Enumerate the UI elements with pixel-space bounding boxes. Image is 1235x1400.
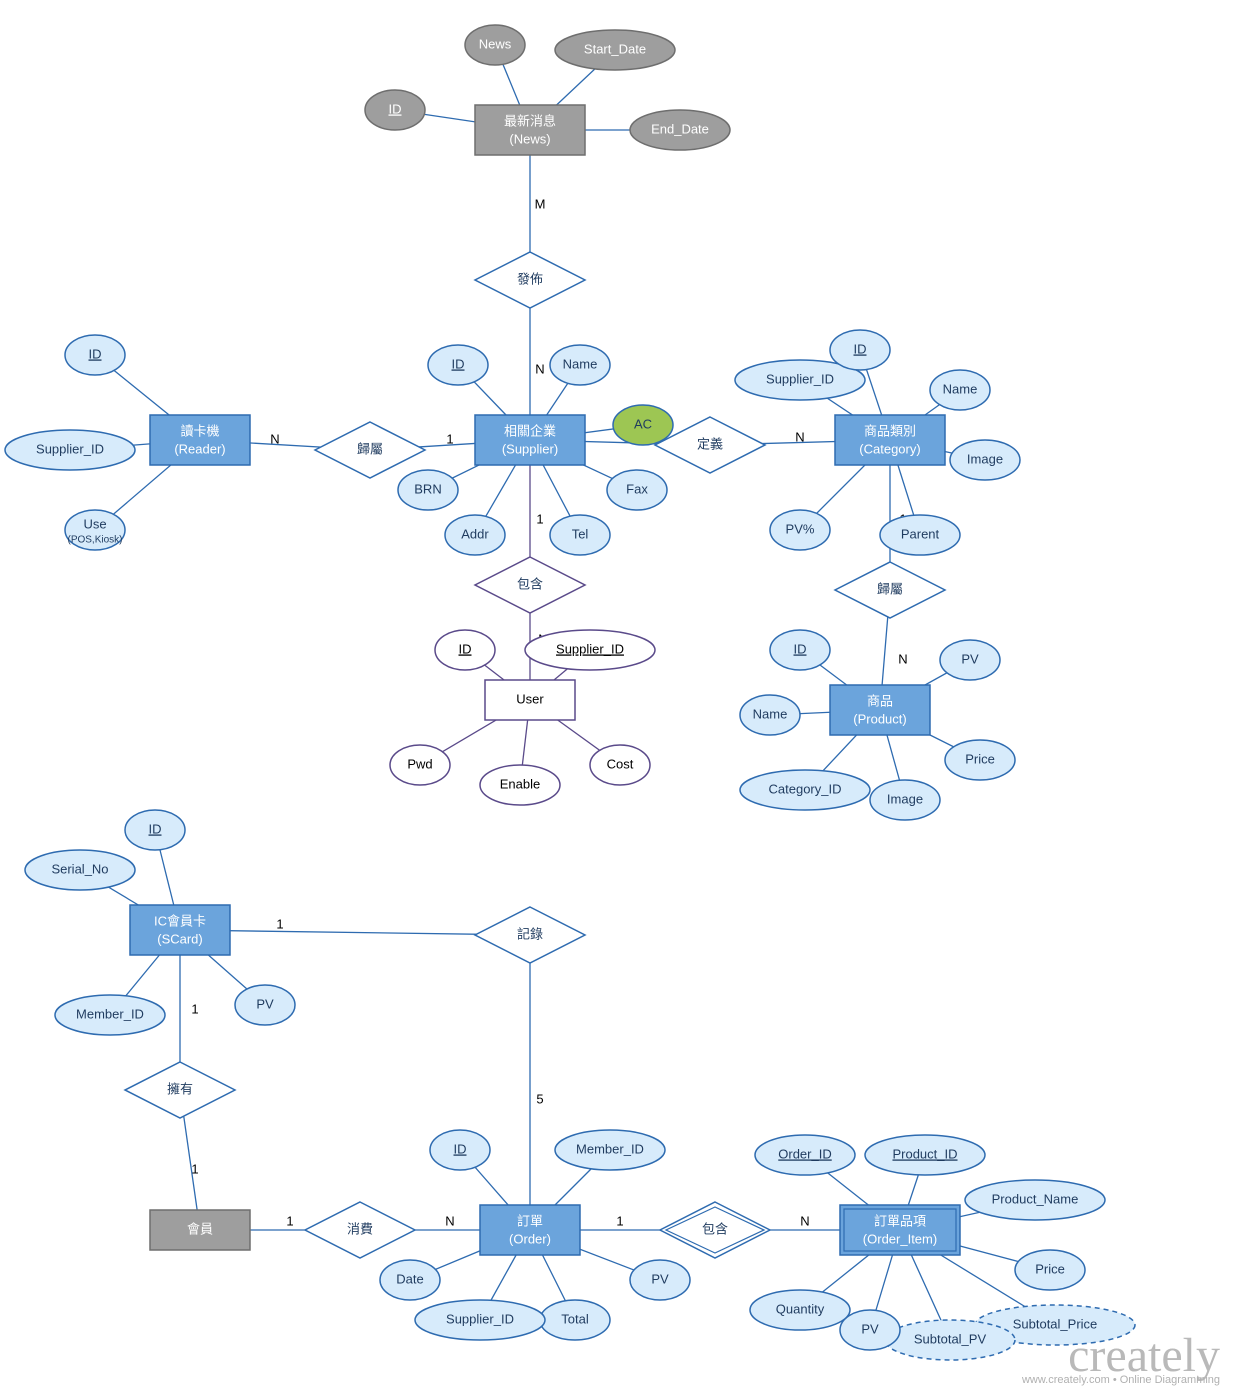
svg-text:會員: 會員 bbox=[187, 1221, 213, 1236]
svg-text:1: 1 bbox=[286, 1213, 293, 1228]
svg-text:1: 1 bbox=[191, 1001, 198, 1016]
svg-text:Supplier_ID: Supplier_ID bbox=[36, 441, 104, 456]
svg-text:Total: Total bbox=[561, 1311, 589, 1326]
svg-text:Addr: Addr bbox=[461, 526, 489, 541]
svg-text:Parent: Parent bbox=[901, 526, 940, 541]
svg-text:(POS,Kiosk): (POS,Kiosk) bbox=[67, 535, 122, 546]
svg-text:擁有: 擁有 bbox=[167, 1081, 193, 1096]
svg-text:記錄: 記錄 bbox=[517, 926, 543, 941]
svg-text:訂單: 訂單 bbox=[517, 1213, 543, 1228]
svg-text:PV: PV bbox=[961, 651, 979, 666]
svg-text:BRN: BRN bbox=[414, 481, 441, 496]
svg-text:N: N bbox=[535, 361, 544, 376]
svg-text:讀卡機: 讀卡機 bbox=[180, 423, 219, 438]
svg-text:Image: Image bbox=[967, 451, 1003, 466]
svg-text:N: N bbox=[800, 1213, 809, 1228]
svg-text:1: 1 bbox=[536, 511, 543, 526]
er-diagram: MNN11N1N1N15111N1N發佈歸屬定義包含歸屬記錄擁有消費包含News… bbox=[0, 0, 1235, 1400]
svg-text:Cost: Cost bbox=[607, 756, 634, 771]
svg-text:ID: ID bbox=[452, 356, 465, 371]
svg-text:Product_Name: Product_Name bbox=[992, 1191, 1079, 1206]
svg-text:1: 1 bbox=[276, 916, 283, 931]
svg-text:PV%: PV% bbox=[786, 521, 815, 536]
svg-text:Subtotal_PV: Subtotal_PV bbox=[914, 1331, 987, 1346]
svg-text:PV: PV bbox=[256, 996, 274, 1011]
svg-text:User: User bbox=[516, 691, 544, 706]
svg-text:Supplier_ID: Supplier_ID bbox=[556, 641, 624, 656]
svg-text:(Category): (Category) bbox=[859, 441, 920, 456]
svg-text:歸屬: 歸屬 bbox=[877, 581, 903, 596]
svg-text:1: 1 bbox=[191, 1161, 198, 1176]
svg-text:ID: ID bbox=[794, 641, 807, 656]
svg-text:Date: Date bbox=[396, 1271, 423, 1286]
svg-text:Image: Image bbox=[887, 791, 923, 806]
svg-text:歸屬: 歸屬 bbox=[357, 441, 383, 456]
svg-text:N: N bbox=[898, 651, 907, 666]
svg-text:(SCard): (SCard) bbox=[157, 931, 203, 946]
svg-text:ID: ID bbox=[854, 341, 867, 356]
svg-text:(Product): (Product) bbox=[853, 711, 906, 726]
svg-text:Serial_No: Serial_No bbox=[51, 861, 108, 876]
svg-text:AC: AC bbox=[634, 416, 652, 431]
relationships-layer bbox=[125, 252, 945, 1258]
svg-text:ID: ID bbox=[454, 1141, 467, 1156]
svg-text:商品類別: 商品類別 bbox=[864, 423, 916, 438]
svg-text:www.creately.com • Online Diag: www.creately.com • Online Diagramming bbox=[1021, 1374, 1220, 1386]
svg-text:Supplier_ID: Supplier_ID bbox=[766, 371, 834, 386]
svg-text:1: 1 bbox=[616, 1213, 623, 1228]
svg-text:PV: PV bbox=[861, 1321, 879, 1336]
svg-text:Price: Price bbox=[965, 751, 995, 766]
svg-text:News: News bbox=[479, 36, 512, 51]
svg-text:IC會員卡: IC會員卡 bbox=[154, 913, 206, 928]
svg-text:商品: 商品 bbox=[867, 693, 893, 708]
svg-text:5: 5 bbox=[536, 1091, 543, 1106]
svg-text:N: N bbox=[795, 429, 804, 444]
svg-text:ID: ID bbox=[389, 101, 402, 116]
svg-text:Name: Name bbox=[943, 381, 978, 396]
svg-text:1: 1 bbox=[446, 431, 453, 446]
svg-text:Fax: Fax bbox=[626, 481, 648, 496]
svg-text:消費: 消費 bbox=[347, 1221, 373, 1236]
svg-text:Start_Date: Start_Date bbox=[584, 41, 646, 56]
svg-text:Category_ID: Category_ID bbox=[769, 781, 842, 796]
svg-text:PV: PV bbox=[651, 1271, 669, 1286]
svg-text:Quantity: Quantity bbox=[776, 1301, 825, 1316]
svg-text:Tel: Tel bbox=[572, 526, 589, 541]
svg-text:Supplier_ID: Supplier_ID bbox=[446, 1311, 514, 1326]
svg-text:(Supplier): (Supplier) bbox=[502, 441, 558, 456]
svg-text:ID: ID bbox=[89, 346, 102, 361]
svg-text:定義: 定義 bbox=[697, 436, 723, 451]
svg-text:End_Date: End_Date bbox=[651, 121, 709, 136]
svg-text:ID: ID bbox=[149, 821, 162, 836]
svg-text:相關企業: 相關企業 bbox=[504, 423, 556, 438]
svg-text:(Order_Item): (Order_Item) bbox=[863, 1231, 937, 1246]
svg-text:最新消息: 最新消息 bbox=[504, 113, 556, 128]
svg-text:Price: Price bbox=[1035, 1261, 1065, 1276]
svg-text:Product_ID: Product_ID bbox=[892, 1146, 957, 1161]
svg-text:Name: Name bbox=[753, 706, 788, 721]
svg-text:N: N bbox=[270, 431, 279, 446]
svg-text:(Order): (Order) bbox=[509, 1231, 551, 1246]
svg-text:(Reader): (Reader) bbox=[174, 441, 225, 456]
svg-text:Use: Use bbox=[83, 516, 106, 531]
svg-text:Pwd: Pwd bbox=[407, 756, 432, 771]
svg-text:Name: Name bbox=[563, 356, 598, 371]
svg-text:Enable: Enable bbox=[500, 776, 540, 791]
svg-text:發佈: 發佈 bbox=[517, 271, 543, 286]
svg-text:Member_ID: Member_ID bbox=[76, 1006, 144, 1021]
svg-text:N: N bbox=[445, 1213, 454, 1228]
svg-text:(News): (News) bbox=[509, 131, 550, 146]
svg-text:M: M bbox=[535, 196, 546, 211]
svg-text:包含: 包含 bbox=[517, 576, 543, 591]
svg-text:Order_ID: Order_ID bbox=[778, 1146, 831, 1161]
svg-text:包含: 包含 bbox=[702, 1221, 728, 1236]
svg-text:訂單品項: 訂單品項 bbox=[874, 1213, 926, 1228]
svg-text:Member_ID: Member_ID bbox=[576, 1141, 644, 1156]
svg-text:ID: ID bbox=[459, 641, 472, 656]
